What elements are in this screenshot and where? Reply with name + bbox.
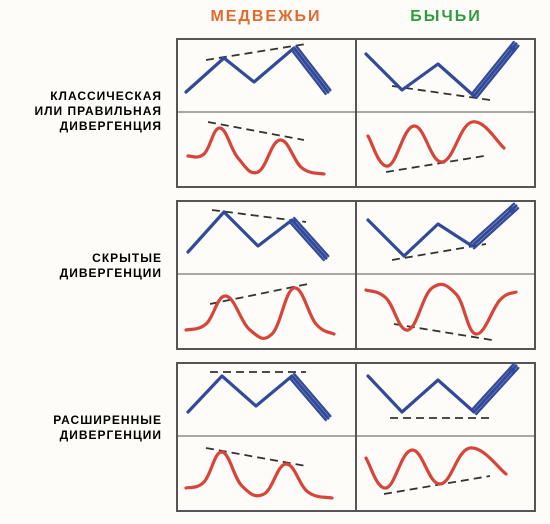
trend-line: [394, 324, 492, 340]
arrow-line: [290, 378, 326, 420]
arrow-line: [292, 50, 326, 94]
row-label: СКРЫТЫЕ ДИВЕРГЕНЦИИ: [0, 251, 162, 281]
row-label: КЛАССИЧЕСКАЯ ИЛИ ПРАВИЛЬНАЯ ДИВЕРГЕНЦИЯ: [0, 89, 162, 134]
arrow-line: [476, 46, 518, 98]
arrow-line: [296, 46, 330, 90]
indicator-line: [368, 122, 504, 166]
arrow-line: [474, 208, 518, 248]
indicator-line: [188, 128, 324, 174]
price-line: [368, 366, 516, 412]
row-grid: [176, 200, 536, 350]
row-grid: [176, 362, 536, 512]
divergence-diagram: МЕДВЕЖЬИ БЫЧЬИ КЛАССИЧЕСКАЯ ИЛИ ПРАВИЛЬН…: [0, 0, 550, 524]
indicator-line: [366, 284, 516, 334]
arrow-line: [290, 222, 324, 260]
row-label: РАСШИРЕННЫЕ ДИВЕРГЕНЦИИ: [0, 413, 162, 443]
column-header-bear: МЕДВЕЖЬИ: [176, 8, 356, 26]
arrow-line: [294, 218, 328, 256]
arrow-line: [294, 374, 330, 416]
arrow-line: [472, 42, 514, 94]
price-line: [366, 44, 516, 96]
arrow-line: [470, 204, 514, 244]
arrow-line: [476, 368, 518, 414]
indicator-line: [186, 288, 334, 339]
price-line: [188, 212, 326, 258]
indicator-line: [186, 452, 332, 498]
arrow-line: [472, 364, 514, 410]
column-header-bull: БЫЧЬИ: [356, 8, 536, 26]
indicator-line: [366, 448, 506, 488]
row-grid: [176, 38, 536, 188]
